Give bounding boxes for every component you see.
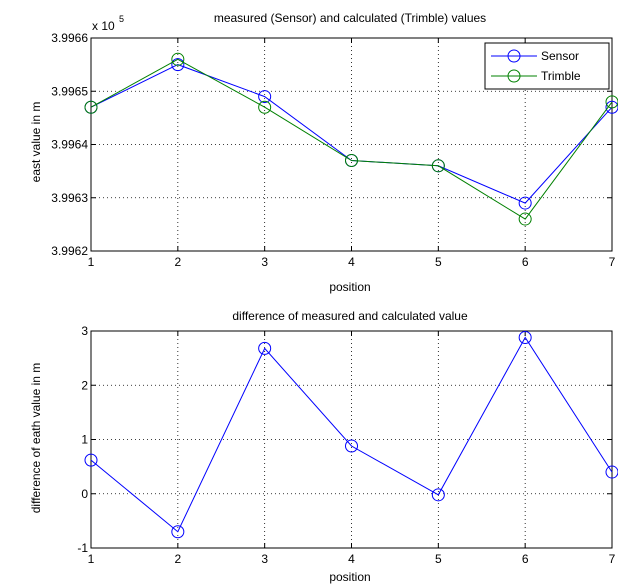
top-x-tick-label: 2 bbox=[174, 255, 181, 269]
top-trimble-point bbox=[345, 153, 358, 167]
top-y-tick-label: 3.9963 bbox=[51, 191, 88, 205]
bottom-x-tick-label: 1 bbox=[88, 552, 95, 566]
bottom-series-point bbox=[345, 439, 358, 453]
top-y-axis-label: east value in m bbox=[29, 102, 43, 183]
top-x-tick-label: 5 bbox=[435, 255, 442, 269]
bottom-y-axis-label: difference of eath value in m bbox=[29, 363, 43, 514]
top-trimble-point bbox=[84, 100, 98, 114]
legend-trimble-marker bbox=[507, 69, 521, 83]
bottom-y-tick-label: 2 bbox=[81, 378, 88, 392]
bottom-x-tick-label: 5 bbox=[435, 552, 442, 566]
legend-trimble-label: Trimble bbox=[541, 69, 581, 83]
bottom-y-tick-label: 0 bbox=[81, 487, 88, 501]
top-trimble-line bbox=[90, 58, 613, 220]
top-trimble-point bbox=[431, 159, 445, 173]
top-y-tick-label: 3.9964 bbox=[51, 138, 88, 152]
top-trimble-point bbox=[258, 100, 272, 114]
bottom-x-tick-label: 6 bbox=[522, 552, 529, 566]
bottom-x-axis-label: position bbox=[329, 570, 370, 584]
bottom-series-point bbox=[605, 465, 618, 479]
bottom-x-tick-label: 3 bbox=[261, 552, 268, 566]
top-y-exponent: x 10 5 bbox=[92, 14, 124, 33]
top-x-tick-label: 6 bbox=[522, 255, 529, 269]
legend-sensor-marker bbox=[507, 49, 521, 63]
top-y-tick-label: 3.9966 bbox=[51, 31, 88, 45]
top-x-tick-label: 3 bbox=[261, 255, 268, 269]
bottom-series-point bbox=[431, 488, 445, 502]
top-x-tick-label: 7 bbox=[609, 255, 616, 269]
bottom-series-point bbox=[518, 331, 532, 345]
top-trimble-point bbox=[518, 212, 532, 226]
bottom-y-tick-label: 3 bbox=[81, 324, 88, 338]
top-plot-area: 1 2 3 4 5 6 7 3.9962 3.9963 3.9964 3.9965 3.9966 Sen… bbox=[51, 31, 618, 269]
top-y-tick-label: 3.9965 bbox=[51, 84, 88, 98]
bottom-y-tick-label: 1 bbox=[81, 433, 88, 447]
top-y-exponent-base: x 10 bbox=[92, 19, 115, 33]
top-trimble-point bbox=[171, 52, 185, 66]
top-sensor-point bbox=[518, 196, 532, 210]
bottom-x-tick-label: 4 bbox=[348, 552, 355, 566]
top-sensor-point bbox=[171, 58, 185, 72]
top-sensor-point bbox=[258, 90, 272, 104]
top-legend bbox=[484, 42, 610, 90]
top-x-tick-label: 1 bbox=[88, 255, 95, 269]
top-x-tick-label: 4 bbox=[348, 255, 355, 269]
bottom-plot-area: 1 2 3 4 5 6 7 -1 0 1 2 3 bbox=[77, 324, 618, 566]
bottom-series-point bbox=[171, 525, 185, 539]
bottom-series-point bbox=[84, 453, 98, 467]
top-trimble-point bbox=[605, 95, 618, 109]
top-y-tick-label: 3.9962 bbox=[51, 244, 88, 258]
bottom-y-tick-label: -1 bbox=[77, 541, 88, 555]
top-y-exponent-power: 5 bbox=[119, 14, 124, 24]
top-sensor-point bbox=[605, 100, 618, 114]
top-chart-title: measured (Sensor) and calculated (Trimbl… bbox=[214, 11, 486, 25]
bottom-x-tick-label: 2 bbox=[174, 552, 181, 566]
bottom-series-line bbox=[90, 336, 613, 533]
top-x-axis-label: position bbox=[329, 280, 370, 294]
bottom-chart-title: difference of measured and calculated va… bbox=[232, 309, 468, 323]
bottom-series-point bbox=[258, 341, 272, 355]
legend-sensor-label: Sensor bbox=[541, 49, 579, 63]
bottom-x-tick-label: 7 bbox=[609, 552, 616, 566]
